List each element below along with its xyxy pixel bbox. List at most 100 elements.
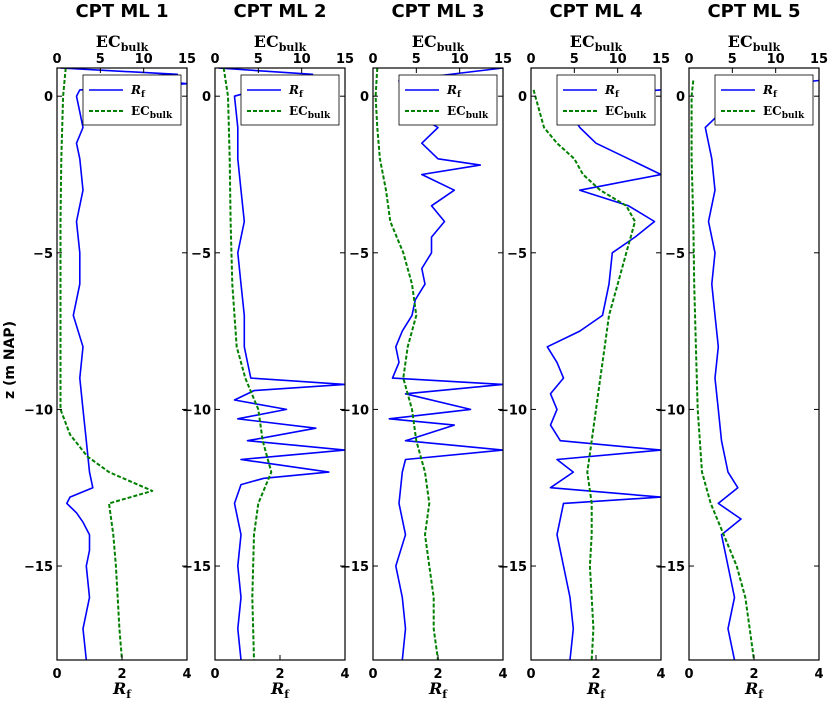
legend: Rf ECbulk	[82, 74, 182, 126]
ec-tick-label: 15	[652, 52, 670, 67]
legend-box	[398, 74, 498, 126]
y-tick-label: −5	[191, 247, 211, 262]
rf-tick-label: 4	[498, 667, 507, 682]
legend-box	[82, 74, 182, 126]
rf-series-line	[60, 68, 187, 660]
plot-frame	[372, 67, 504, 661]
ec-tick-label: 10	[135, 52, 153, 67]
legend-ec-label: ECbulk	[447, 104, 489, 121]
plot-frame	[688, 67, 820, 661]
panel-title: CPT ML 5	[707, 1, 800, 22]
legend-ec-label: ECbulk	[131, 104, 173, 121]
y-tick-label: −15	[24, 560, 53, 575]
ec-series-line	[59, 68, 154, 660]
rf-tick-label: 2	[275, 667, 284, 682]
y-tick-label: 0	[518, 90, 527, 105]
y-tick-label: −15	[498, 560, 527, 575]
panel-title: CPT ML 2	[233, 1, 326, 22]
ec-tick-label: 5	[412, 52, 421, 67]
ec-series-line	[532, 89, 636, 660]
plot-frame	[56, 67, 188, 661]
rf-tick-label: 0	[368, 667, 377, 682]
rf-series-line	[388, 68, 503, 660]
top-axis-label: ECbulk	[96, 32, 149, 54]
y-tick-label: −15	[182, 560, 211, 575]
rf-series-line	[218, 68, 345, 660]
y-tick-label: 0	[202, 90, 211, 105]
bottom-axis-label: Rf	[428, 679, 448, 701]
y-tick-label: −15	[340, 560, 369, 575]
ec-series-line	[222, 68, 273, 660]
ec-tick-label: 15	[494, 52, 512, 67]
ec-series-line	[690, 80, 755, 660]
ec-tick-label: 10	[293, 52, 311, 67]
y-tick-label: 0	[360, 90, 369, 105]
ec-tick-label: 5	[254, 52, 263, 67]
bottom-axis-label: Rf	[744, 679, 764, 701]
y-tick-label: −10	[24, 403, 53, 418]
ec-tick-label: 5	[570, 52, 579, 67]
y-tick-label: −5	[349, 247, 369, 262]
top-axis-label: ECbulk	[570, 32, 623, 54]
legend: Rf ECbulk	[398, 74, 498, 126]
y-tick-label: 0	[44, 90, 53, 105]
legend-ec-label: ECbulk	[289, 104, 331, 121]
rf-tick-label: 4	[656, 667, 665, 682]
rf-tick-label: 4	[182, 667, 191, 682]
rf-series-line	[546, 89, 661, 660]
legend: Rf ECbulk	[556, 74, 656, 126]
y-tick-label: −5	[507, 247, 527, 262]
top-axis-label: ECbulk	[728, 32, 781, 54]
rf-tick-label: 0	[684, 667, 693, 682]
y-tick-label: 0	[676, 90, 685, 105]
bottom-axis-label: Rf	[586, 679, 606, 701]
ec-tick-label: 15	[178, 52, 196, 67]
ec-tick-label: 10	[609, 52, 627, 67]
ec-tick-label: 15	[810, 52, 828, 67]
legend-rf-label: Rf	[130, 83, 146, 100]
y-tick-label: −10	[498, 403, 527, 418]
bottom-axis-label: Rf	[112, 679, 132, 701]
panel-title: CPT ML 4	[549, 1, 642, 22]
rf-tick-label: 0	[526, 667, 535, 682]
legend-ec-label: ECbulk	[763, 104, 805, 121]
y-tick-label: −15	[656, 560, 685, 575]
rf-tick-label: 2	[749, 667, 758, 682]
rf-tick-label: 2	[117, 667, 126, 682]
ec-tick-label: 10	[767, 52, 785, 67]
legend: Rf ECbulk	[240, 74, 340, 126]
legend-box	[556, 74, 656, 126]
rf-series-line	[704, 79, 819, 660]
ec-tick-label: 0	[52, 52, 61, 67]
legend-box	[714, 74, 814, 126]
rf-tick-label: 2	[591, 667, 600, 682]
y-tick-label: −5	[33, 247, 53, 262]
top-axis-label: ECbulk	[254, 32, 307, 54]
y-tick-label: −10	[656, 403, 685, 418]
ec-series-line	[374, 68, 439, 660]
top-axis-label: ECbulk	[412, 32, 465, 54]
panel-2: CPT ML 2 ECbulk Rf 0 −5 −10 −15 0 2 4 0 5 10 15 Rf ECbu…	[182, 1, 354, 701]
legend-ec-label: ECbulk	[605, 104, 647, 121]
ec-tick-label: 0	[526, 52, 535, 67]
panel-5: CPT ML 5 ECbulk Rf 0 −5 −10 −15 0 2 4 0 5 10 15 Rf ECbu…	[656, 1, 828, 701]
legend-box	[240, 74, 340, 126]
rf-tick-label: 0	[210, 667, 219, 682]
legend: Rf ECbulk	[714, 74, 814, 126]
ec-tick-label: 5	[96, 52, 105, 67]
rf-tick-label: 2	[433, 667, 442, 682]
panel-3: CPT ML 3 ECbulk Rf 0 −5 −10 −15 0 2 4 0 5 10 15 Rf ECbu…	[340, 1, 512, 701]
ec-tick-label: 15	[336, 52, 354, 67]
legend-rf-label: Rf	[762, 83, 778, 100]
ec-tick-label: 0	[210, 52, 219, 67]
ec-tick-label: 10	[451, 52, 469, 67]
y-tick-label: −10	[340, 403, 369, 418]
plot-frame	[214, 67, 346, 661]
panel-1: CPT ML 1 ECbulk Rf 0 −5 −10 −15 0 2 4 0 5 10 15 Rf ECbu…	[24, 1, 196, 701]
rf-tick-label: 4	[340, 667, 349, 682]
plot-frame	[530, 67, 662, 661]
y-tick-label: −5	[665, 247, 685, 262]
y-axis-label: z (m NAP)	[2, 321, 18, 399]
y-tick-label: −10	[182, 403, 211, 418]
